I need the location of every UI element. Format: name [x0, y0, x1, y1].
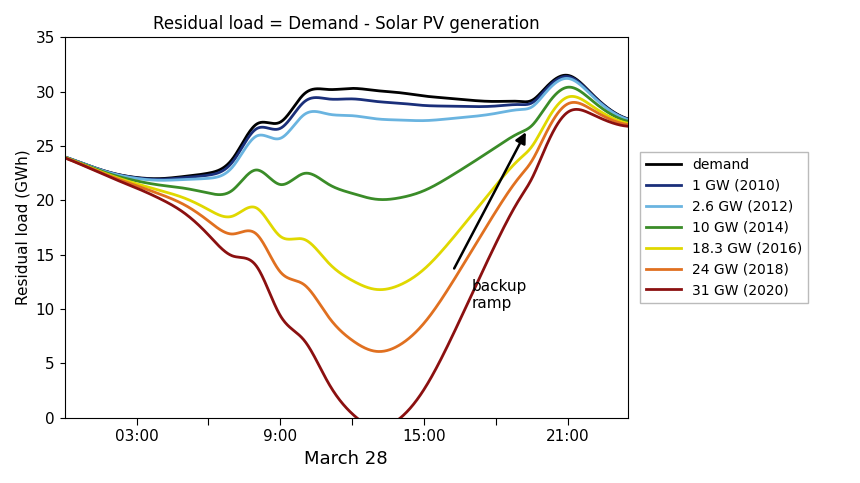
1 GW (2010): [153, 176, 163, 182]
2.6 GW (2012): [308, 109, 318, 114]
demand: [308, 86, 318, 92]
10 GW (2014): [308, 171, 318, 177]
Y-axis label: Residual load (GWh): Residual load (GWh): [15, 150, 30, 305]
10 GW (2014): [378, 197, 388, 202]
Line: 18.3 GW (2016): 18.3 GW (2016): [64, 97, 628, 290]
demand: [561, 72, 571, 78]
2.6 GW (2012): [509, 107, 519, 113]
24 GW (2018): [308, 291, 318, 297]
1 GW (2010): [117, 172, 127, 178]
31 GW (2020): [287, 327, 298, 332]
demand: [288, 105, 298, 111]
demand: [499, 99, 509, 104]
10 GW (2014): [509, 132, 519, 138]
31 GW (2020): [571, 106, 581, 112]
24 GW (2018): [509, 181, 519, 186]
18.3 GW (2016): [509, 161, 519, 167]
24 GW (2018): [59, 155, 70, 160]
Line: demand: demand: [64, 75, 628, 179]
31 GW (2020): [446, 334, 457, 340]
18.3 GW (2016): [59, 155, 70, 160]
1 GW (2010): [446, 103, 457, 109]
10 GW (2014): [287, 177, 298, 183]
1 GW (2010): [509, 102, 519, 108]
Line: 1 GW (2010): 1 GW (2010): [64, 76, 628, 179]
10 GW (2014): [564, 84, 574, 90]
24 GW (2018): [568, 99, 579, 105]
10 GW (2014): [59, 154, 70, 160]
10 GW (2014): [117, 175, 127, 181]
demand: [509, 98, 519, 104]
24 GW (2018): [374, 349, 384, 355]
1 GW (2010): [562, 73, 572, 79]
demand: [117, 172, 127, 178]
31 GW (2020): [499, 224, 509, 229]
31 GW (2020): [623, 123, 633, 129]
1 GW (2010): [308, 95, 318, 100]
18.3 GW (2016): [567, 94, 577, 99]
Line: 24 GW (2018): 24 GW (2018): [64, 102, 628, 352]
2.6 GW (2012): [288, 124, 298, 129]
2.6 GW (2012): [59, 154, 70, 160]
X-axis label: March 28: March 28: [304, 450, 388, 468]
Line: 10 GW (2014): 10 GW (2014): [64, 87, 628, 199]
31 GW (2020): [117, 179, 127, 185]
18.3 GW (2016): [499, 172, 509, 178]
24 GW (2018): [117, 178, 127, 184]
demand: [150, 176, 161, 182]
31 GW (2020): [308, 351, 318, 356]
18.3 GW (2016): [623, 120, 633, 126]
Line: 31 GW (2020): 31 GW (2020): [64, 109, 628, 427]
2.6 GW (2012): [157, 177, 168, 183]
18.3 GW (2016): [117, 176, 127, 182]
31 GW (2020): [509, 205, 519, 211]
Text: backup
ramp: backup ramp: [472, 279, 527, 311]
18.3 GW (2016): [287, 236, 298, 242]
1 GW (2010): [499, 102, 509, 108]
24 GW (2018): [446, 280, 457, 286]
demand: [623, 116, 633, 122]
18.3 GW (2016): [308, 242, 318, 248]
24 GW (2018): [499, 195, 509, 201]
31 GW (2020): [373, 425, 384, 430]
2.6 GW (2012): [499, 109, 509, 114]
24 GW (2018): [287, 277, 298, 283]
10 GW (2014): [499, 139, 509, 144]
31 GW (2020): [59, 155, 70, 161]
Line: 2.6 GW (2012): 2.6 GW (2012): [64, 78, 628, 180]
18.3 GW (2016): [375, 287, 385, 293]
24 GW (2018): [623, 122, 633, 128]
1 GW (2010): [623, 116, 633, 122]
18.3 GW (2016): [446, 236, 457, 242]
10 GW (2014): [623, 118, 633, 124]
1 GW (2010): [288, 113, 298, 118]
demand: [59, 154, 70, 160]
Legend: demand, 1 GW (2010), 2.6 GW (2012), 10 GW (2014), 18.3 GW (2016), 24 GW (2018), : demand, 1 GW (2010), 2.6 GW (2012), 10 G…: [641, 152, 808, 303]
2.6 GW (2012): [446, 115, 457, 121]
2.6 GW (2012): [562, 75, 572, 81]
2.6 GW (2012): [117, 173, 127, 179]
demand: [446, 96, 457, 101]
1 GW (2010): [59, 154, 70, 160]
2.6 GW (2012): [623, 116, 633, 122]
10 GW (2014): [446, 172, 457, 178]
Title: Residual load = Demand - Solar PV generation: Residual load = Demand - Solar PV genera…: [153, 15, 539, 33]
